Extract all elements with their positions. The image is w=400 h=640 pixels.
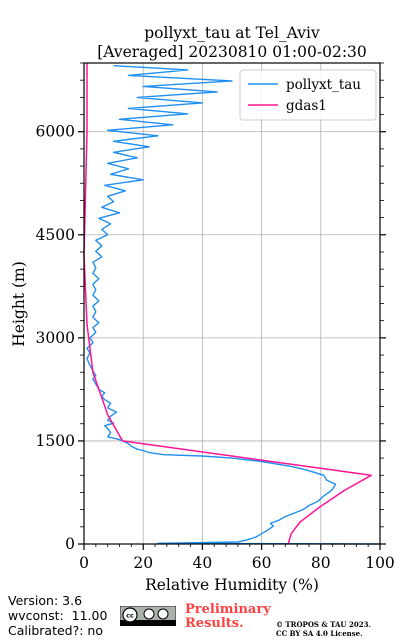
chart-title-line2: [Averaged] 20230810 01:00-02:30 [97,43,367,61]
y-tick-label: 6000 [36,123,75,141]
y-tick-label: 1500 [36,432,75,450]
series-layer [83,63,381,545]
calibrated-text: Calibrated?: no [8,623,103,638]
series-line-pollyxt_tau [86,65,381,545]
legend: pollyxt_tau gdas1 [239,69,377,121]
x-axis-label: Relative Humidity (%) [145,576,319,594]
x-tick-label: 80 [311,554,331,572]
copyright-notice: © TROPOS & TAU 2023. CC BY SA 4.0 Licens… [276,620,371,638]
series-line-gdas1 [83,63,372,545]
y-tick-label: 4500 [36,226,75,244]
x-tick-label: 100 [365,554,395,572]
legend-box [239,69,377,121]
chart-title-line1: pollyxt_tau at Tel_Aviv [144,24,320,42]
x-tick-label: 60 [252,554,272,572]
wvconst-text: wvconst: 11.00 [8,608,108,623]
preliminary-line1: Preliminary [185,602,271,617]
grid-lines [83,63,381,545]
axis-ticks [78,62,386,550]
legend-label-pollyxt: pollyxt_tau [286,77,361,93]
cc-license-icon: cc [120,606,176,626]
x-tick-label: 40 [193,554,213,572]
y-tick-label: 3000 [36,329,75,347]
version-text: Version: 3.6 [8,593,83,608]
copyright-line1: © TROPOS & TAU 2023. [276,620,371,629]
x-tick-label: 20 [133,554,153,572]
plot-frame [83,62,381,545]
x-tick-label: 0 [79,554,89,572]
preliminary-results-label: Preliminary Results. [185,603,271,631]
copyright-line2: CC BY SA 4.0 License. [276,629,363,638]
legend-label-gdas1: gdas1 [286,98,327,114]
tick-labels: 0 20 40 60 80 100 0 1500 3000 4500 6000 [36,123,395,572]
svg-text:cc: cc [126,612,134,620]
y-axis-label: Height (m) [10,261,28,347]
preliminary-line2: Results. [185,616,244,631]
y-tick-label: 0 [65,535,75,553]
